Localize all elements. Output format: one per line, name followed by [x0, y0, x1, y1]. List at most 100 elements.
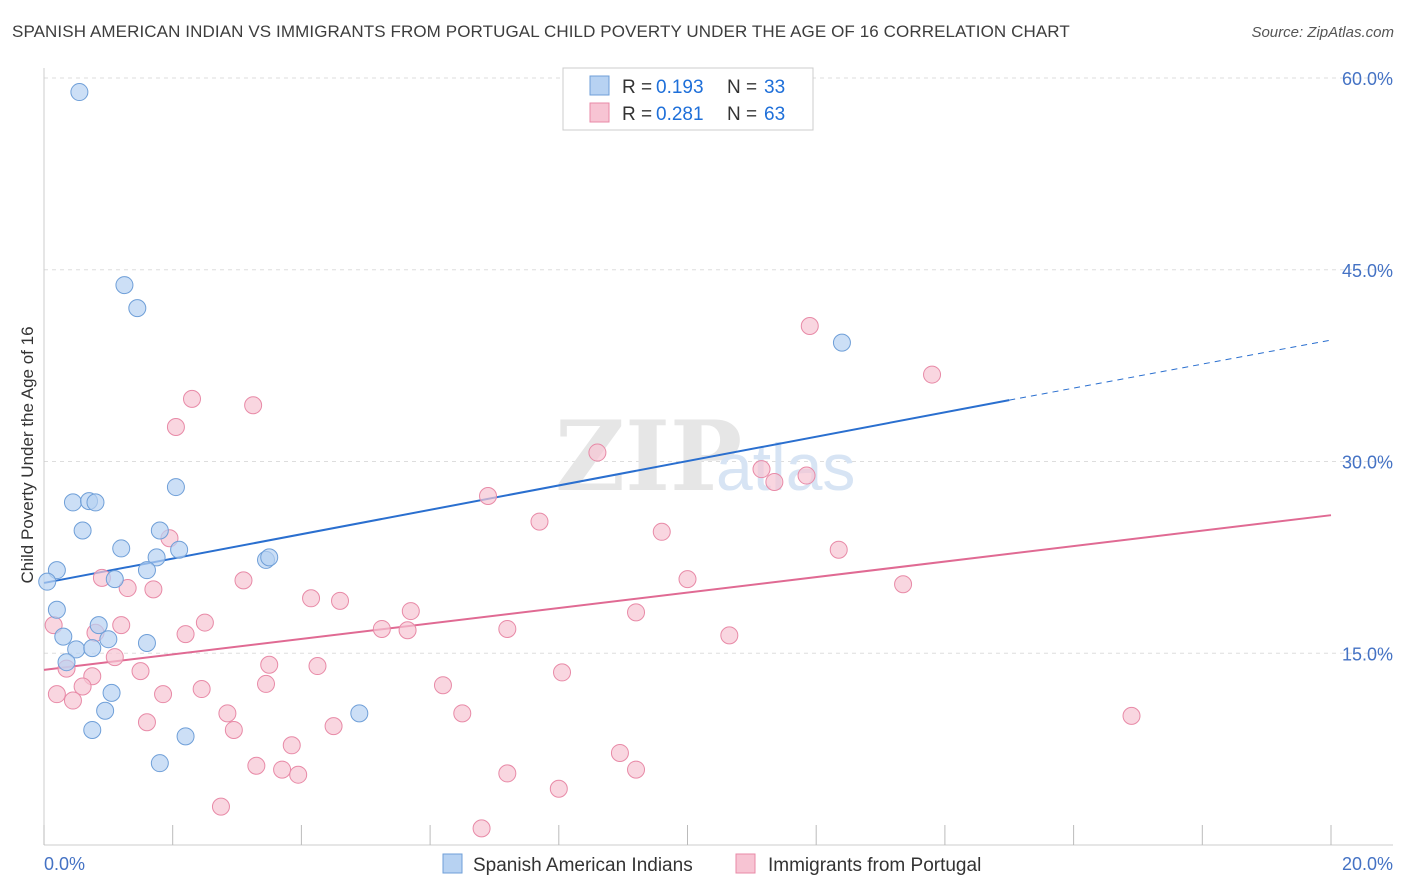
point-immigrants-portugal — [472, 819, 491, 838]
point-spanish-american-indian — [99, 630, 118, 649]
point-immigrants-portugal — [195, 613, 214, 632]
legend-swatch-pink — [589, 102, 610, 123]
legend-series-label-2: Immigrants from Portugal — [768, 855, 981, 876]
legend-r-value-1: 0.193 — [656, 77, 704, 98]
point-spanish-american-indian — [54, 627, 73, 646]
point-spanish-american-indian — [86, 493, 105, 512]
point-immigrants-portugal — [218, 704, 237, 723]
point-spanish-american-indian — [89, 616, 108, 635]
trend-line-blue-projection — [1009, 339, 1332, 401]
point-immigrants-portugal — [765, 472, 784, 491]
trend-line-pink — [43, 514, 1332, 671]
point-immigrants-portugal — [678, 570, 697, 589]
point-immigrants-portugal — [118, 579, 137, 598]
legend-swatch-blue — [589, 75, 610, 96]
point-immigrants-portugal — [105, 648, 124, 667]
point-immigrants-portugal — [144, 580, 163, 599]
legend-n-value-1: 33 — [764, 77, 785, 98]
point-immigrants-portugal — [498, 619, 517, 638]
point-immigrants-portugal — [247, 756, 266, 775]
legend-series-swatch-blue — [442, 853, 463, 874]
point-immigrants-portugal — [47, 685, 66, 704]
point-immigrants-portugal — [331, 591, 350, 610]
point-immigrants-portugal — [923, 365, 942, 384]
point-immigrants-portugal — [112, 616, 131, 635]
point-spanish-american-indian — [83, 639, 102, 658]
point-spanish-american-indian — [115, 276, 134, 295]
point-spanish-american-indian — [150, 754, 169, 773]
point-spanish-american-indian — [112, 539, 131, 558]
point-spanish-american-indian — [128, 299, 147, 318]
point-immigrants-portugal — [752, 460, 771, 479]
point-immigrants-portugal — [183, 389, 202, 408]
point-spanish-american-indian — [47, 561, 66, 580]
point-immigrants-portugal — [800, 316, 819, 335]
legend-n-value-2: 63 — [764, 104, 785, 125]
legend-stats: R = 0.193 N = 33 R = 0.281 N = 63 — [562, 67, 814, 131]
y-tick-label: 30.0% — [1342, 453, 1393, 473]
tick-labels: 15.0% 30.0% 45.0% 60.0% 0.0% 20.0% — [44, 69, 1393, 874]
trend-lines — [43, 339, 1332, 671]
point-immigrants-portugal — [1122, 706, 1141, 725]
y-tick-label: 60.0% — [1342, 69, 1393, 89]
point-immigrants-portugal — [244, 396, 263, 415]
legend-series-swatch-pink — [735, 853, 756, 874]
point-immigrants-portugal — [260, 655, 279, 674]
point-spanish-american-indian — [832, 333, 851, 352]
point-spanish-american-indian — [137, 634, 156, 653]
point-immigrants-portugal — [627, 760, 646, 779]
point-spanish-american-indian — [38, 572, 57, 591]
watermark-atlas: atlas — [716, 430, 855, 504]
point-immigrants-portugal — [498, 764, 517, 783]
axes — [43, 68, 1393, 846]
legend-r-value-2: 0.281 — [656, 104, 704, 125]
point-immigrants-portugal — [401, 602, 420, 621]
point-immigrants-portugal — [453, 704, 472, 723]
point-spanish-american-indian — [70, 83, 89, 102]
point-immigrants-portugal — [308, 657, 327, 676]
point-immigrants-portugal — [63, 691, 82, 710]
point-spanish-american-indian — [102, 683, 121, 702]
y-axis-title: Child Poverty Under the Age of 16 — [18, 326, 37, 583]
point-immigrants-portugal — [176, 625, 195, 644]
point-immigrants-portugal — [627, 603, 646, 622]
point-spanish-american-indian — [147, 548, 166, 567]
point-immigrants-portugal — [720, 626, 739, 645]
legend-series-label-1: Spanish American Indians — [473, 855, 693, 876]
point-spanish-american-indian — [350, 704, 369, 723]
point-immigrants-portugal — [530, 512, 549, 531]
point-immigrants-portugal — [131, 662, 150, 681]
point-immigrants-portugal — [234, 571, 253, 590]
chart-title: SPANISH AMERICAN INDIAN VS IMMIGRANTS FR… — [12, 22, 1070, 41]
point-immigrants-portugal — [154, 685, 173, 704]
point-spanish-american-indian — [260, 548, 279, 567]
point-immigrants-portugal — [588, 443, 607, 462]
point-immigrants-portugal — [553, 663, 572, 682]
point-immigrants-portugal — [273, 760, 292, 779]
point-spanish-american-indian — [105, 570, 124, 589]
point-immigrants-portugal — [73, 677, 92, 696]
point-immigrants-portugal — [479, 487, 498, 506]
point-spanish-american-indian — [170, 540, 189, 559]
point-immigrants-portugal — [282, 736, 301, 755]
point-immigrants-portugal — [302, 589, 321, 608]
point-spanish-american-indian — [73, 521, 92, 540]
legend-r-label-2: R = — [622, 104, 652, 125]
legend-n-label-2: N = — [727, 104, 757, 125]
point-spanish-american-indian — [150, 521, 169, 540]
point-immigrants-portugal — [211, 797, 230, 816]
point-spanish-american-indian — [96, 701, 115, 720]
chart-source: Source: ZipAtlas.com — [1251, 24, 1394, 41]
point-immigrants-portugal — [398, 621, 417, 640]
point-spanish-american-indian — [137, 561, 156, 580]
point-spanish-american-indian — [63, 493, 82, 512]
legend-n-label-1: N = — [727, 77, 757, 98]
point-immigrants-portugal — [224, 720, 243, 739]
point-immigrants-portugal — [324, 717, 343, 736]
grid-lines — [44, 77, 1393, 654]
point-immigrants-portugal — [829, 540, 848, 559]
x-tick-label: 20.0% — [1342, 854, 1393, 874]
legend-r-label-1: R = — [622, 77, 652, 98]
point-spanish-american-indian — [83, 720, 102, 739]
